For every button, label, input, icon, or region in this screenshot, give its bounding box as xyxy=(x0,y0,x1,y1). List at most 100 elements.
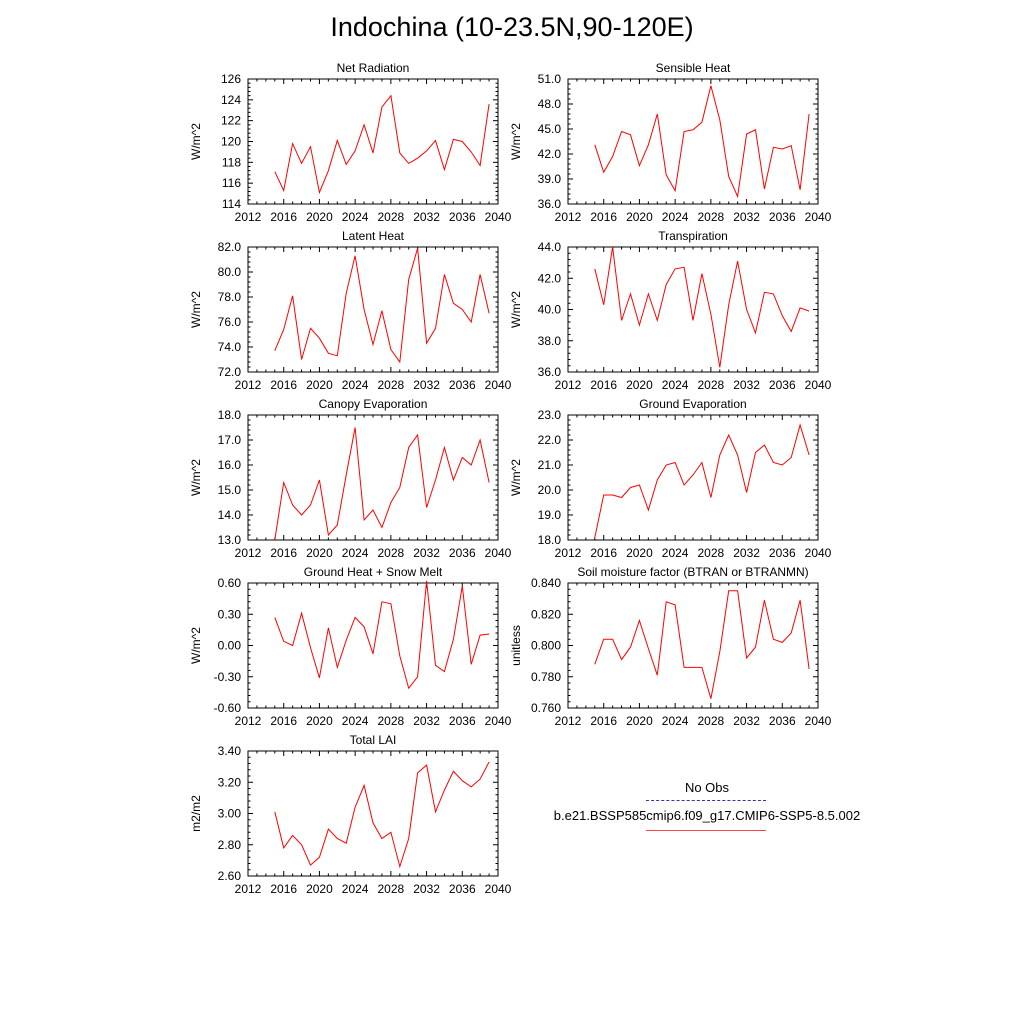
y-tick-label: 0.780 xyxy=(531,670,561,684)
x-tick-label: 2028 xyxy=(698,210,725,224)
x-tick-label: 2024 xyxy=(342,546,369,560)
x-tick-label: 2040 xyxy=(485,714,512,728)
x-tick-label: 2036 xyxy=(769,378,796,392)
y-tick-label: 74.0 xyxy=(218,340,242,354)
x-tick-label: 2032 xyxy=(733,210,760,224)
y-tick-label: 0.820 xyxy=(531,607,561,621)
x-tick-label: 2024 xyxy=(662,546,689,560)
x-tick-label: 2032 xyxy=(733,714,760,728)
y-tick-label: 0.60 xyxy=(218,576,242,590)
plot-frame xyxy=(247,246,499,373)
panel-5: 2012 2016 2020 2024 2028 2032 2036 2040 13.0 14.0… xyxy=(189,397,512,560)
x-tick-label: 2012 xyxy=(555,546,582,560)
x-tick-label: 2028 xyxy=(698,714,725,728)
x-tick-label: 2040 xyxy=(485,546,512,560)
x-tick-label: 2016 xyxy=(590,378,617,392)
x-tick-label: 2032 xyxy=(413,714,440,728)
y-tick-label: 0.30 xyxy=(218,607,242,621)
x-tick-label: 2012 xyxy=(555,378,582,392)
x-tick-label: 2028 xyxy=(378,546,405,560)
x-tick-label: 2036 xyxy=(769,546,796,560)
plot-frame xyxy=(567,246,819,373)
series-line xyxy=(594,590,810,699)
y-tick-label: 126 xyxy=(221,72,241,86)
y-tick-label: 23.0 xyxy=(538,408,562,422)
x-tick-label: 2020 xyxy=(306,714,333,728)
y-tick-label: 120 xyxy=(221,135,241,149)
y-tick-label: 16.0 xyxy=(218,458,242,472)
x-tick-label: 2032 xyxy=(413,882,440,896)
x-tick-label: 2016 xyxy=(590,714,617,728)
x-tick-label: 2020 xyxy=(306,882,333,896)
y-tick-label: 18.0 xyxy=(218,408,242,422)
legend-label-model: b.e21.BSSP585cmip6.f09_g17.CMIP6-SSP5-8.… xyxy=(553,808,861,823)
panel-3: 2012 2016 2020 2024 2028 2032 2036 2040 72.0 74.0… xyxy=(189,229,512,392)
y-tick-label: 0.00 xyxy=(218,639,242,653)
panel-title: Ground Evaporation xyxy=(639,397,746,411)
x-tick-label: 2036 xyxy=(449,882,476,896)
figure-title: Indochina (10-23.5N,90-120E) xyxy=(330,12,694,42)
y-tick-label: 20.0 xyxy=(538,483,562,497)
panel-title: Net Radiation xyxy=(337,61,410,75)
y-tick-label: 116 xyxy=(222,176,241,190)
legend-label-obs: No Obs xyxy=(684,780,730,795)
x-tick-label: 2024 xyxy=(342,714,369,728)
x-tick-label: 2016 xyxy=(590,210,617,224)
y-tick-label: 72.0 xyxy=(218,365,242,379)
x-tick-label: 2020 xyxy=(306,546,333,560)
y-axis-label: W/m^2 xyxy=(509,291,523,328)
x-tick-label: 2032 xyxy=(733,378,760,392)
panel-title: Transpiration xyxy=(658,229,728,243)
y-axis-label: W/m^2 xyxy=(189,627,203,664)
x-tick-label: 2012 xyxy=(235,882,262,896)
plot-frame xyxy=(247,582,499,709)
panel-1: 2012 2016 2020 2024 2028 2032 2036 2040 114 116 11… xyxy=(189,61,512,224)
x-tick-label: 2036 xyxy=(449,378,476,392)
y-tick-label: 14.0 xyxy=(218,508,242,522)
y-tick-label: 45.0 xyxy=(538,122,562,136)
panel-title: Soil moisture factor (BTRAN or BTRANMN) xyxy=(577,565,808,579)
y-tick-label: 42.0 xyxy=(538,271,562,285)
panel-title: Latent Heat xyxy=(342,229,405,243)
x-tick-label: 2032 xyxy=(413,546,440,560)
y-tick-label: 15.0 xyxy=(218,483,242,497)
y-tick-label: 76.0 xyxy=(218,315,242,329)
y-tick-label: 82.0 xyxy=(218,240,242,254)
y-tick-label: 38.0 xyxy=(538,334,562,348)
x-tick-label: 2016 xyxy=(270,882,297,896)
legend-line-obs xyxy=(646,800,766,801)
x-tick-label: 2036 xyxy=(769,210,796,224)
x-tick-label: 2012 xyxy=(555,714,582,728)
x-tick-label: 2040 xyxy=(805,378,832,392)
x-tick-label: 2012 xyxy=(235,546,262,560)
y-tick-label: 3.00 xyxy=(218,807,242,821)
y-tick-label: 22.0 xyxy=(538,433,562,447)
y-tick-label: 36.0 xyxy=(538,197,562,211)
y-axis-label: W/m^2 xyxy=(189,291,203,328)
y-axis-label: W/m^2 xyxy=(189,459,203,496)
panel-title: Sensible Heat xyxy=(656,61,731,75)
x-tick-label: 2028 xyxy=(378,378,405,392)
panel-8: 2012 2016 2020 2024 2028 2032 2036 2040 0.760 0.7… xyxy=(509,565,832,728)
x-tick-label: 2012 xyxy=(235,210,262,224)
x-tick-label: 2032 xyxy=(733,546,760,560)
y-tick-label: 36.0 xyxy=(538,365,562,379)
x-tick-label: 2024 xyxy=(342,882,369,896)
y-tick-label: 42.0 xyxy=(538,147,562,161)
x-tick-label: 2020 xyxy=(626,546,653,560)
plot-frame xyxy=(567,582,819,709)
x-tick-label: 2024 xyxy=(662,378,689,392)
y-tick-label: -0.60 xyxy=(214,701,242,715)
series-line xyxy=(274,427,490,541)
y-tick-label: 0.760 xyxy=(531,701,561,715)
series-line xyxy=(594,246,810,368)
x-tick-label: 2032 xyxy=(413,210,440,224)
series-line xyxy=(594,85,810,199)
y-axis-label: m2/m2 xyxy=(189,795,203,832)
y-tick-label: 18.0 xyxy=(538,533,562,547)
x-tick-label: 2040 xyxy=(485,378,512,392)
y-tick-label: 17.0 xyxy=(218,433,242,447)
y-tick-label: 118 xyxy=(222,155,241,169)
y-axis-label: unitless xyxy=(509,625,523,666)
